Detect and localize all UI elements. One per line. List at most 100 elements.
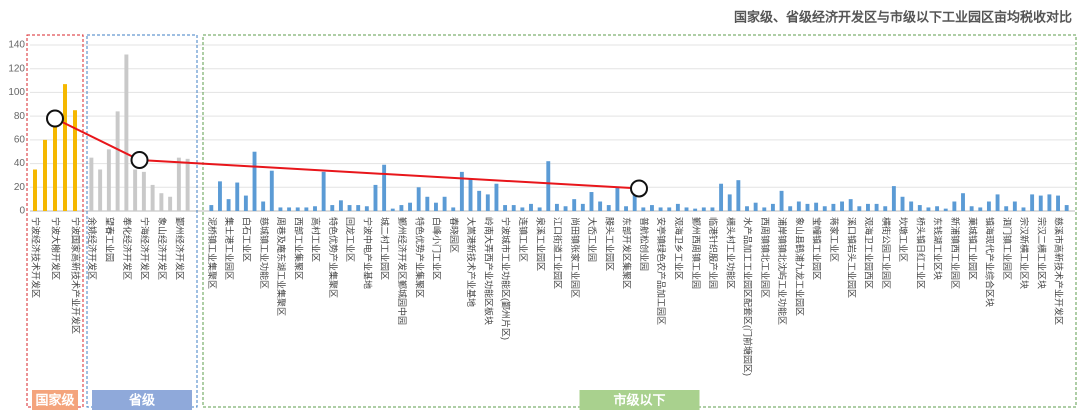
bar <box>658 207 663 211</box>
x-tick-label: 宁波大榭开发区 <box>51 217 62 280</box>
x-tick-label: 坎墩工业区 <box>898 217 909 262</box>
bar <box>168 196 173 211</box>
bar <box>598 201 603 211</box>
bar <box>133 169 138 211</box>
bar <box>805 203 810 211</box>
bar <box>364 206 369 211</box>
x-tick-label: 泉溪工业园区 <box>535 217 546 271</box>
bar <box>477 190 482 211</box>
x-tick-label: 浦岸镇镇北沈屿工业功能区 <box>777 217 788 325</box>
bar <box>710 207 715 211</box>
bar <box>909 201 914 211</box>
x-tick-label: 泥桥镇工业集聚区 <box>207 217 218 289</box>
bar <box>313 206 317 211</box>
x-tick-label: 横街公园工业园区 <box>881 217 892 289</box>
bar <box>667 207 672 211</box>
x-tick-label: 观海卫乡工业区 <box>674 217 685 280</box>
x-tick-label: 蒋家工业区 <box>829 217 840 262</box>
bar <box>701 207 706 211</box>
bar <box>373 184 378 211</box>
x-tick-label: 鄞州经济开发区 <box>175 217 186 280</box>
average-marker <box>130 151 149 170</box>
x-tick-label: 东钱湖工业区块 <box>933 217 944 280</box>
bar <box>961 193 965 211</box>
group-label: 省级 <box>128 392 156 407</box>
x-tick-label: 白峰小门工业区 <box>432 217 443 280</box>
bar <box>770 203 775 211</box>
x-tick-label: 临港针织服产业园 <box>708 217 719 289</box>
bar <box>779 190 784 211</box>
bar <box>63 84 67 211</box>
x-tick-label: 大岙工业园 <box>587 217 598 262</box>
x-tick-label: 西周镇镇北工业园区 <box>760 217 771 298</box>
x-tick-label: 江口街道工业园区 <box>553 217 564 289</box>
bar <box>684 207 689 211</box>
y-tick-label: 80 <box>14 111 26 122</box>
x-tick-label: 回龙工业区 <box>345 217 356 262</box>
bar <box>606 205 611 211</box>
bar <box>874 203 879 211</box>
average-marker <box>46 109 64 128</box>
x-tick-label: 东部开发区集聚区 <box>622 217 633 289</box>
bar <box>745 206 749 211</box>
bar <box>338 200 343 211</box>
bar <box>900 196 905 211</box>
y-tick-label: 40 <box>14 158 26 169</box>
bar <box>218 181 222 211</box>
bar <box>978 207 983 211</box>
bar <box>390 208 395 211</box>
bar <box>106 149 111 211</box>
bar <box>399 205 404 211</box>
bar <box>176 157 181 211</box>
bar <box>917 205 922 211</box>
x-tick-label: 城二村工业园区 <box>380 217 391 280</box>
x-tick-label: 望春工业园 <box>105 217 116 262</box>
bar <box>304 207 309 211</box>
x-tick-label: 菓城镇工业园区 <box>967 217 978 280</box>
bar <box>641 207 646 211</box>
bar <box>736 180 741 211</box>
x-tick-label: 新浦镇西工业园区 <box>950 217 961 289</box>
x-tick-label: 安亭镇绿色农产品加工园区 <box>656 217 667 325</box>
bar <box>529 203 533 211</box>
x-tick-label: 溪口镇岩头工业园区 <box>846 217 857 298</box>
bar <box>124 54 129 211</box>
bar <box>330 205 335 211</box>
bar <box>632 182 637 211</box>
bar <box>1021 207 1026 211</box>
x-tick-label: 横头村工业功能区 <box>725 217 736 289</box>
bar <box>935 206 940 211</box>
x-tick-label: 鄞州西周镇工业园 <box>691 217 702 289</box>
x-tick-label: 集士港工业园区 <box>224 217 235 280</box>
bar <box>503 205 508 211</box>
bar <box>159 193 164 211</box>
bar <box>33 169 37 211</box>
bar <box>459 171 464 211</box>
bar <box>943 208 948 211</box>
x-tick-label: 水产品加工工业园区配套区(门前塘园区) <box>743 217 754 376</box>
y-tick-label: 0 <box>19 206 25 217</box>
group-label-box <box>32 390 78 410</box>
bar <box>788 206 793 211</box>
bar <box>814 202 819 211</box>
bar <box>150 184 155 211</box>
y-tick-label: 100 <box>8 87 25 98</box>
bar <box>857 206 862 211</box>
bar <box>675 203 680 211</box>
bar <box>269 170 274 211</box>
bar <box>451 207 456 211</box>
bar <box>969 206 974 211</box>
bar <box>580 203 585 211</box>
bar <box>209 205 214 211</box>
group-label-box <box>579 390 700 410</box>
bar <box>995 194 1000 211</box>
x-tick-label: 镇海现代产业综合区块 <box>985 217 996 307</box>
bar <box>321 171 326 211</box>
x-tick-label: 宁波中电产业基地 <box>362 217 373 289</box>
x-tick-label: 慈城镇工业功能区 <box>259 217 270 289</box>
x-tick-label: 西部工业集聚区 <box>293 217 304 280</box>
bar <box>753 202 758 211</box>
x-tick-label: 连镇工业区 <box>518 217 529 262</box>
x-tick-label: 宁波城市工业功能区(鄞州片区) <box>501 217 512 340</box>
